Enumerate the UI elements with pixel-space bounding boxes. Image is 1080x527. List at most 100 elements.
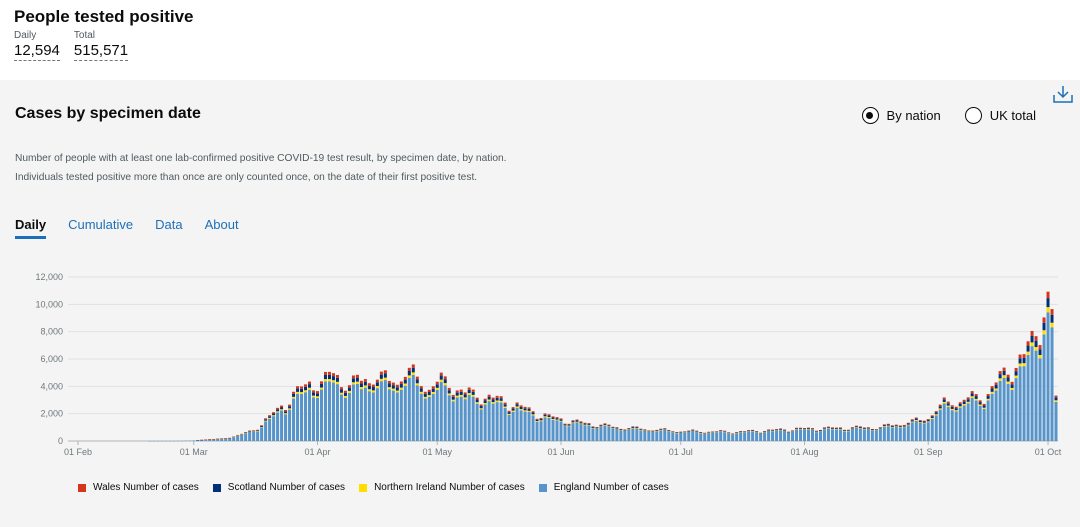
bar-wales <box>1054 395 1058 398</box>
y-tick-label: 6,000 <box>40 354 63 364</box>
bar-wales <box>327 371 331 375</box>
bar-scotland <box>799 428 803 430</box>
bar-england <box>994 390 998 441</box>
bar-scotland <box>635 427 639 429</box>
bar-scotland <box>998 374 1002 379</box>
bar-scotland <box>970 393 974 397</box>
tab-daily[interactable]: Daily <box>15 217 47 239</box>
x-tick-label: 01 Oct <box>1035 447 1062 457</box>
bar-england <box>503 407 507 441</box>
download-icon[interactable] <box>1052 84 1074 104</box>
bar-england <box>954 411 958 441</box>
bar-scotland <box>691 429 695 431</box>
bar-northern-ireland <box>882 426 886 427</box>
bar-wales <box>563 423 567 425</box>
bar-scotland <box>942 399 946 402</box>
bar-wales <box>479 404 483 407</box>
bar-scotland <box>387 383 391 388</box>
bar-england <box>779 430 783 441</box>
bar-scotland <box>966 399 970 402</box>
bar-wales <box>854 425 858 427</box>
radio-checked-icon[interactable] <box>861 107 879 124</box>
bar-wales <box>547 414 551 416</box>
bar-england <box>192 440 196 441</box>
bar-england <box>335 384 339 441</box>
radio-unchecked-icon[interactable] <box>964 107 982 124</box>
y-tick-label: 12,000 <box>35 272 63 282</box>
bar-wales <box>280 405 284 408</box>
bar-england <box>619 430 623 441</box>
bar-scotland <box>264 419 268 421</box>
bar-scotland <box>507 412 511 414</box>
bar-northern-ireland <box>371 390 375 393</box>
bar-england <box>535 421 539 441</box>
bar-england <box>934 415 938 441</box>
bar-england <box>359 389 363 441</box>
bar-wales <box>571 420 575 422</box>
bar-england <box>795 429 799 441</box>
bar-scotland <box>471 391 475 395</box>
bar-england <box>399 389 403 441</box>
bar-scotland <box>882 425 886 427</box>
bar-england <box>563 426 567 441</box>
bar-scotland <box>555 418 559 420</box>
bar-england <box>447 395 451 441</box>
summary-title: People tested positive <box>14 7 194 26</box>
bar-england <box>751 431 755 441</box>
bar-wales <box>619 428 623 430</box>
bar-northern-ireland <box>523 410 527 412</box>
bar-scotland <box>276 409 280 412</box>
bar-england <box>651 431 655 441</box>
bar-england <box>1026 355 1030 441</box>
bar-scotland <box>391 385 395 389</box>
bar-england <box>623 430 627 441</box>
tab-about[interactable]: About <box>204 217 239 232</box>
bar-wales <box>982 403 986 406</box>
bar-northern-ireland <box>571 422 575 424</box>
tab-data[interactable]: Data <box>155 217 183 232</box>
bar-scotland <box>922 421 926 423</box>
bar-wales <box>850 427 854 428</box>
bar-scotland <box>260 425 264 427</box>
bar-england <box>894 426 898 441</box>
tab-cumulative[interactable]: Cumulative <box>68 217 134 232</box>
bar-england <box>407 377 411 441</box>
bar-wales <box>463 392 467 395</box>
bar-scotland <box>866 427 870 429</box>
bar-scotland <box>651 430 655 432</box>
bar-scotland <box>1018 358 1022 364</box>
bar-england <box>220 438 224 441</box>
radio-by-nation[interactable]: By nation <box>861 107 941 124</box>
y-tick-label: 2,000 <box>40 409 63 419</box>
bar-wales <box>379 371 383 375</box>
bar-wales <box>822 427 826 428</box>
bar-england <box>415 385 419 441</box>
bar-scotland <box>783 429 787 431</box>
bar-northern-ireland <box>323 379 327 382</box>
bar-scotland <box>351 378 355 383</box>
bar-scotland <box>591 427 595 428</box>
bar-scotland <box>459 391 463 395</box>
bar-scotland <box>280 407 284 410</box>
bar-england <box>838 429 842 441</box>
bar-england <box>312 397 315 441</box>
radio-uk-total[interactable]: UK total <box>964 107 1036 124</box>
bar-scotland <box>771 430 775 431</box>
bar-england <box>826 428 830 441</box>
bar-england <box>978 405 982 441</box>
bar-england <box>982 408 986 441</box>
bar-scotland <box>323 374 327 380</box>
bar-wales <box>1042 317 1046 323</box>
bar-northern-ireland <box>415 383 419 386</box>
bar-wales <box>475 397 479 400</box>
daily-value[interactable]: 12,594 <box>14 42 60 61</box>
daily-label: Daily <box>14 30 37 41</box>
bar-wales <box>631 426 635 428</box>
bar-scotland <box>623 429 627 431</box>
bar-england <box>603 425 607 441</box>
total-value[interactable]: 515,571 <box>73 42 129 61</box>
bar-england <box>527 412 531 441</box>
bar-northern-ireland <box>443 383 447 386</box>
bar-scotland <box>619 429 623 431</box>
bar-scotland <box>910 420 914 422</box>
